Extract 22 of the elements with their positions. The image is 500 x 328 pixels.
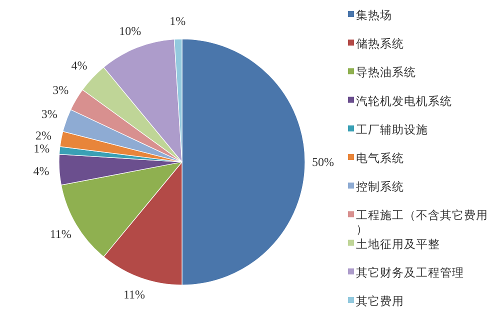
legend-label: 集热场 [356, 8, 392, 22]
legend-label: 导热油系统 [356, 65, 416, 80]
legend-label: 工程施工（不含其它费用） [356, 208, 488, 236]
data-label: 10% [119, 24, 142, 38]
legend-label: 其它费用 [356, 294, 404, 308]
legend-label: 储热系统 [356, 36, 404, 51]
data-label: 11% [50, 226, 72, 241]
legend-label: 电气系统 [356, 151, 404, 165]
legend-label: 土地征用及平整 [356, 236, 440, 251]
legend-label: 工厂辅助设施 [356, 122, 428, 136]
legend-label: 其它财务及工程管理 [356, 265, 464, 280]
data-label: 4% [33, 164, 50, 178]
data-label: 3% [41, 107, 58, 122]
data-label: 1% [170, 14, 186, 28]
data-label: 1% [34, 142, 50, 156]
legend-label: 控制系统 [356, 180, 404, 194]
data-label: 3% [52, 83, 69, 98]
data-label: 4% [71, 58, 88, 72]
data-label: 2% [35, 128, 52, 143]
legend-label: 汽轮机发电机系统 [356, 94, 452, 108]
data-label: 11% [123, 288, 146, 302]
data-label: 50% [312, 155, 334, 169]
